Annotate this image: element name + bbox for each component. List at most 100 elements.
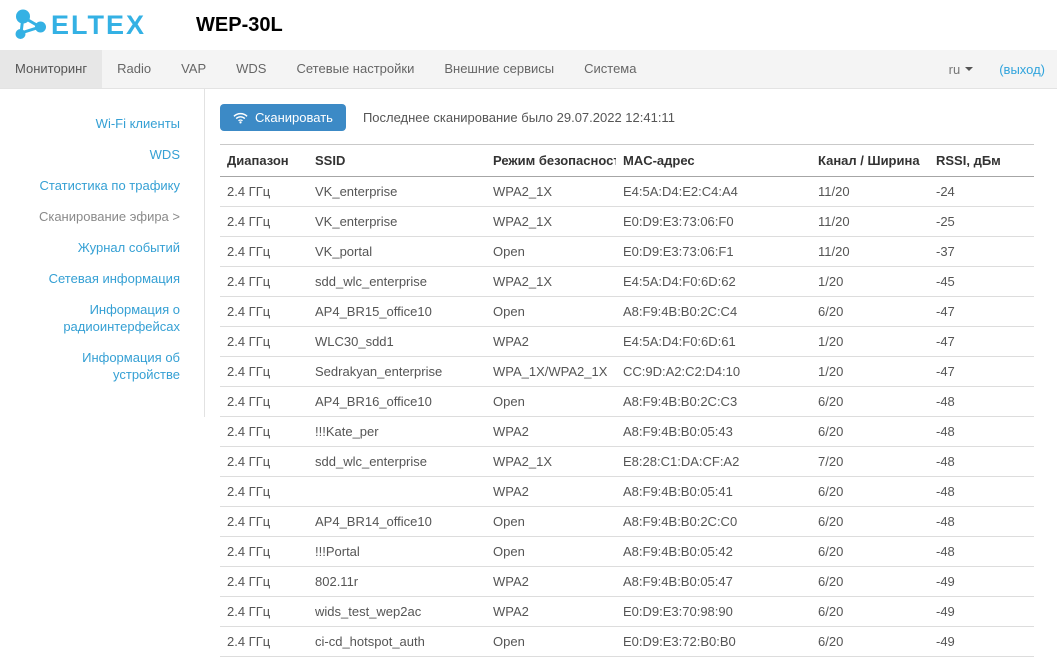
cell-channel-width: 6/20 [811, 386, 929, 417]
cell-rssi: -47 [929, 326, 1034, 357]
cell-rssi: -45 [929, 266, 1034, 297]
cell-band: 2.4 ГГц [220, 386, 308, 417]
scan-button-label: Сканировать [255, 110, 333, 125]
cell-mac: E4:5A:D4:E2:C4:A4 [616, 176, 811, 207]
cell-band: 2.4 ГГц [220, 266, 308, 297]
cell-ssid: VK_enterprise [308, 206, 486, 237]
cell-band: 2.4 ГГц [220, 476, 308, 507]
scan-button[interactable]: Сканировать [220, 104, 346, 131]
main-nav: Мониторинг Radio VAP WDS Сетевые настройки Вн… [0, 50, 1057, 89]
table-row: 2.4 ГГц AP4_BR16_office10 Open A8:F9:4B:… [220, 386, 1034, 417]
cell-band: 2.4 ГГц [220, 176, 308, 207]
nav-tab[interactable]: Radio [117, 61, 152, 76]
sidebar-item[interactable]: Статистика по трафику [39, 178, 180, 193]
cell-ssid: VK_enterprise [308, 176, 486, 207]
cell-rssi: -37 [929, 236, 1034, 267]
cell-rssi: -48 [929, 476, 1034, 507]
cell-security: Open [486, 536, 616, 567]
cell-band: 2.4 ГГц [220, 416, 308, 447]
sidebar-item[interactable]: Информация о радиоинтерфейсах [63, 302, 180, 334]
cell-ssid: AP4_BR15_office10 [308, 296, 486, 327]
table-row: 2.4 ГГц VK_portal Open E0:D9:E3:73:06:F1… [220, 236, 1034, 267]
cell-band: 2.4 ГГц [220, 566, 308, 597]
cell-channel-width: 6/20 [811, 416, 929, 447]
cell-security: WPA2_1X [486, 176, 616, 207]
last-scan-text: Последнее сканирование было 29.07.2022 1… [362, 110, 675, 125]
cell-channel-width: 7/20 [811, 446, 929, 477]
column-header: RSSI, дБм [929, 144, 1034, 177]
cell-rssi: -48 [929, 506, 1034, 537]
nav-tab[interactable]: VAP [181, 61, 207, 76]
table-row: 2.4 ГГц WLC30_sdd1 WPA2 E4:5A:D4:F0:6D:6… [220, 326, 1034, 357]
cell-channel-width: 1/20 [811, 326, 929, 357]
table-row: 2.4 ГГц sdd_wlc_enterprise WPA2_1X E8:28… [220, 446, 1034, 477]
sidebar-item[interactable]: Сетевая информация [48, 271, 180, 286]
column-header: Канал / Ширина [811, 144, 929, 177]
nav-right: ru (выход) [949, 50, 1057, 88]
cell-band: 2.4 ГГц [220, 356, 308, 387]
table-row: 2.4 ГГц !!!Portal Open A8:F9:4B:B0:05:42… [220, 536, 1034, 567]
wifi-icon [233, 112, 248, 124]
cell-mac: A8:F9:4B:B0:05:47 [616, 566, 811, 597]
cell-ssid: wids_test_wep2ac [308, 596, 486, 627]
cell-rssi: -47 [929, 356, 1034, 387]
cell-security: WPA2_1X [486, 206, 616, 237]
sidebar-item[interactable]: Wi-Fi клиенты [95, 116, 180, 131]
cell-ssid: VK_portal [308, 236, 486, 267]
cell-channel-width: 6/20 [811, 506, 929, 537]
cell-rssi: -49 [929, 626, 1034, 657]
scan-table-head-row: Диапазон SSID Режим безопасности MAC-адрес К… [220, 144, 1034, 177]
cell-band: 2.4 ГГц [220, 536, 308, 567]
scan-table-head: Диапазон SSID Режим безопасности MAC-адрес К… [220, 144, 1034, 177]
sidebar-nav: Wi-Fi клиенты WDS Статистика по трафику Ска… [0, 89, 205, 417]
cell-mac: E8:28:C1:DA:CF:A2 [616, 446, 811, 477]
logout-link[interactable]: (выход) [999, 61, 1045, 77]
sidebar-item[interactable]: Информация об устройстве [82, 350, 180, 382]
sidebar-item[interactable]: Журнал событий [77, 240, 180, 255]
page-title: WEP-30L [196, 13, 283, 36]
cell-band: 2.4 ГГц [220, 596, 308, 627]
cell-channel-width: 6/20 [811, 626, 929, 657]
chevron-down-icon [965, 67, 974, 71]
cell-ssid: ci-cd_hotspot_auth [308, 626, 486, 657]
eltex-logo-text: ELTEX [51, 9, 147, 40]
cell-band: 2.4 ГГц [220, 446, 308, 477]
cell-ssid: !!!Kate_per [308, 416, 486, 447]
cell-security: WPA2 [486, 566, 616, 597]
cell-mac: A8:F9:4B:B0:05:41 [616, 476, 811, 507]
cell-channel-width: 6/20 [811, 296, 929, 327]
cell-rssi: -47 [929, 296, 1034, 327]
nav-tab[interactable]: Внешние сервисы [444, 61, 555, 76]
nav-tab[interactable]: Мониторинг [0, 50, 103, 88]
cell-security: Open [486, 506, 616, 537]
column-header: MAC-адрес [616, 144, 811, 177]
cell-channel-width: 6/20 [811, 566, 929, 597]
table-row: 2.4 ГГц VK_enterprise WPA2_1X E4:5A:D4:E… [220, 176, 1034, 207]
eltex-logo-icon [15, 9, 46, 39]
cell-security: Open [486, 626, 616, 657]
cell-mac: A8:F9:4B:B0:2C:C0 [616, 506, 811, 537]
nav-tab[interactable]: Система [584, 61, 637, 76]
nav-tab[interactable]: WDS [236, 61, 267, 76]
table-row: 2.4 ГГц AP4_BR14_office10 Open A8:F9:4B:… [220, 506, 1034, 537]
cell-security: WPA2 [486, 596, 616, 627]
cell-mac: E4:5A:D4:F0:6D:61 [616, 326, 811, 357]
cell-rssi: -24 [929, 176, 1034, 207]
cell-ssid: !!!Portal [308, 536, 486, 567]
cell-ssid: AP4_BR14_office10 [308, 506, 486, 537]
cell-security: Open [486, 386, 616, 417]
cell-band: 2.4 ГГц [220, 326, 308, 357]
cell-mac: CC:9D:A2:C2:D4:10 [616, 356, 811, 387]
scan-table-body: 2.4 ГГц VK_enterprise WPA2_1X E4:5A:D4:E… [220, 176, 1034, 657]
language-label: ru [948, 61, 961, 77]
sidebar-item[interactable]: WDS [149, 147, 180, 162]
language-dropdown[interactable]: ru [949, 62, 974, 77]
cell-security: WPA2_1X [486, 446, 616, 477]
cell-ssid: Sedrakyan_enterprise [308, 356, 486, 387]
nav-tab[interactable]: Сетевые настройки [296, 61, 415, 76]
sidebar-item[interactable]: Сканирование эфира > [38, 209, 180, 224]
cell-mac: A8:F9:4B:B0:2C:C4 [616, 296, 811, 327]
scan-results-table: Диапазон SSID Режим безопасности MAC-адрес К… [220, 144, 1034, 657]
cell-security: WPA2_1X [486, 266, 616, 297]
table-row: 2.4 ГГц ci-cd_hotspot_auth Open E0:D9:E3… [220, 626, 1034, 657]
